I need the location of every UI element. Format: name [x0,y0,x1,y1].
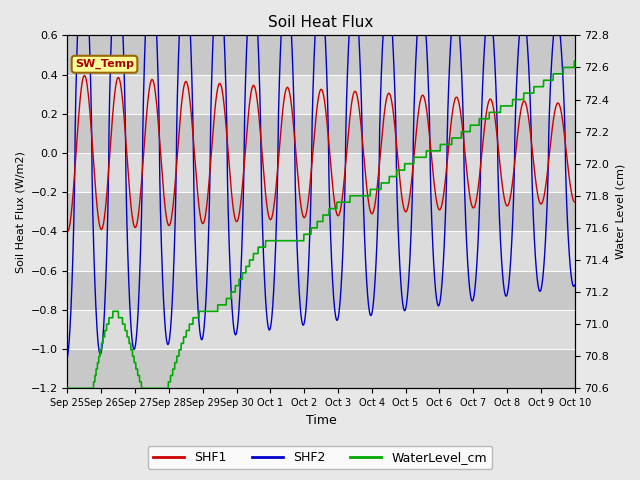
Bar [67,349,575,388]
Bar [67,114,575,153]
Title: Soil Heat Flux: Soil Heat Flux [268,15,374,30]
Bar [67,310,575,349]
Bar [67,271,575,310]
Y-axis label: Water Level (cm): Water Level (cm) [615,164,625,260]
Bar [67,36,575,74]
Bar [67,231,575,271]
X-axis label: Time: Time [306,414,337,427]
Bar [67,192,575,231]
Legend: SHF1, SHF2, WaterLevel_cm: SHF1, SHF2, WaterLevel_cm [148,446,492,469]
Bar [67,153,575,192]
Bar [67,74,575,114]
Y-axis label: Soil Heat Flux (W/m2): Soil Heat Flux (W/m2) [15,151,25,273]
Text: SW_Temp: SW_Temp [75,59,134,70]
